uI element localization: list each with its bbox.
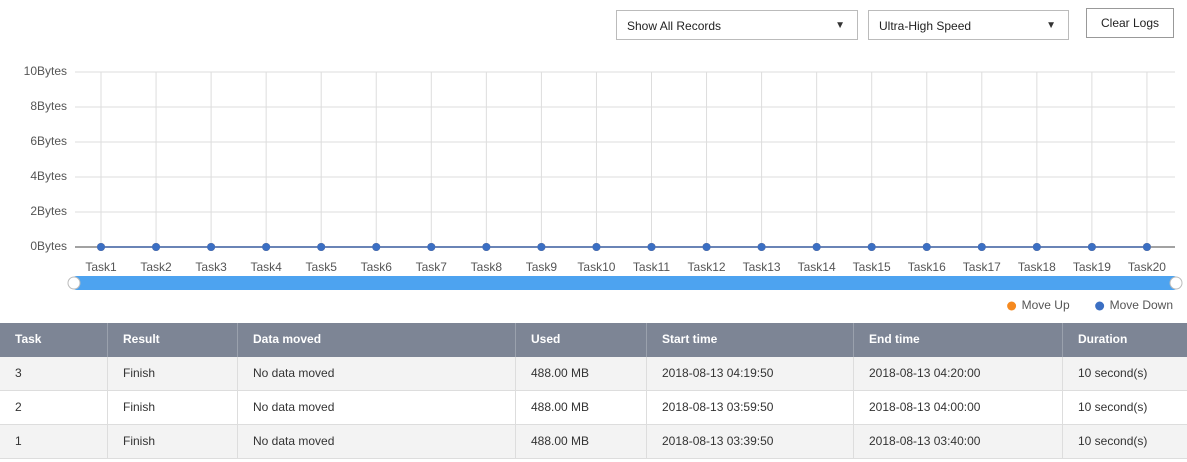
scroll-bar[interactable]: [70, 276, 1180, 290]
scroll-handle[interactable]: [67, 276, 81, 290]
filter-text: Show All Records: [627, 19, 722, 33]
filter-dropdown[interactable]: Show All Records ▼: [616, 10, 858, 40]
data-point: [977, 243, 986, 251]
data-point: [482, 243, 491, 251]
header-cell: Duration: [1062, 323, 1187, 357]
y-tick-label: 6Bytes: [30, 134, 67, 148]
x-tick-label: Task7: [416, 260, 448, 274]
table-row: 1 Finish No data moved 488.00 MB 2018-08-13 …: [0, 425, 1187, 459]
legend-label: Move Up: [1022, 298, 1070, 312]
data-point: [1087, 243, 1096, 251]
data-point: [317, 243, 326, 251]
table-header: Task Result Data moved Used Start time End ti…: [0, 323, 1187, 357]
table-cell: 10 second(s): [1062, 391, 1187, 424]
scroll-handle[interactable]: [1169, 276, 1183, 290]
table-cell: 2018-08-13 03:59:50: [646, 391, 853, 424]
x-tick-label: Task9: [526, 260, 558, 274]
x-tick-label: Task5: [306, 260, 338, 274]
table-row: 2 Finish No data moved 488.00 MB 2018-08-13 …: [0, 391, 1187, 425]
data-point: [647, 243, 656, 251]
data-point: [152, 243, 161, 251]
table-cell: 3: [15, 366, 22, 380]
table-cell: No data moved: [237, 391, 515, 424]
legend-label: Move Down: [1110, 298, 1173, 312]
data-point: [702, 243, 711, 251]
x-tick-label: Task13: [743, 260, 781, 274]
table-cell: 2018-08-13 04:00:00: [853, 391, 1062, 424]
table-cell: 2018-08-13 04:20:00: [853, 357, 1062, 390]
legend-marker: [1007, 301, 1017, 311]
header-cell: End time: [853, 323, 1062, 357]
table-cell: 488.00 MB: [515, 425, 646, 458]
table-cell: No data moved: [237, 357, 515, 390]
table-cell: Finish: [107, 357, 237, 390]
y-tick-label: 4Bytes: [30, 169, 67, 183]
x-tick-label: Task17: [963, 260, 1001, 274]
x-tick-label: Task20: [1128, 260, 1166, 274]
chart: 0Bytes 2Bytes 4Bytes 6Bytes 8Bytes 10Bytes Tas…: [24, 64, 1183, 312]
table-cell: 488.00 MB: [515, 357, 646, 390]
table-cell: 2018-08-13 03:40:00: [853, 425, 1062, 458]
data-point: [207, 243, 216, 251]
data-point: [757, 243, 766, 251]
clear-logs-button[interactable]: Clear Logs: [1086, 8, 1174, 38]
table-cell: No data moved: [237, 425, 515, 458]
x-tick-label: Task6: [361, 260, 393, 274]
speed-dropdown[interactable]: Ultra-High Speed ▼: [868, 10, 1069, 40]
x-tick-label: Task11: [633, 260, 670, 274]
table-cell: 1: [15, 434, 22, 448]
table-cell: 10 second(s): [1062, 425, 1187, 458]
y-tick-label: 2Bytes: [30, 204, 67, 218]
header-cell: Data moved: [237, 323, 515, 357]
x-tick-label: Task18: [1018, 260, 1056, 274]
header-cell: Task: [15, 332, 42, 346]
x-tick-label: Task10: [577, 260, 615, 274]
header-cell: Result: [107, 323, 237, 357]
table-cell: 2: [15, 400, 22, 414]
legend-marker: [1095, 301, 1105, 311]
records-table: Task Result Data moved Used Start time End ti…: [0, 323, 1187, 459]
y-tick-label: 10Bytes: [24, 64, 67, 78]
table-cell: Finish: [107, 425, 237, 458]
y-tick-label: 8Bytes: [30, 99, 67, 113]
data-point: [812, 243, 821, 251]
dropdown-arrow: ▼: [1046, 20, 1056, 31]
x-tick-label: Task16: [908, 260, 946, 274]
x-tick-label: Task8: [471, 260, 503, 274]
speed-text: Ultra-High Speed: [879, 19, 972, 33]
table-cell: 2018-08-13 03:39:50: [646, 425, 853, 458]
table-row: 3 Finish No data moved 488.00 MB 2018-08-13 …: [0, 357, 1187, 391]
x-tick-label: Task12: [688, 260, 726, 274]
x-tick-label: Task2: [140, 260, 172, 274]
table-cell: 488.00 MB: [515, 391, 646, 424]
x-tick-label: Task14: [798, 260, 836, 274]
data-point: [867, 243, 876, 251]
data-point: [1032, 243, 1041, 251]
dropdown-arrow: ▼: [835, 20, 845, 31]
x-tick-label: Task15: [853, 260, 891, 274]
data-point: [372, 243, 381, 251]
data-point: [922, 243, 931, 251]
y-tick-label: 0Bytes: [30, 239, 67, 253]
table-cell: Finish: [107, 391, 237, 424]
x-tick-label: Task4: [250, 260, 282, 274]
data-point: [427, 243, 436, 251]
x-tick-label: Task19: [1073, 260, 1111, 274]
data-point: [537, 243, 546, 251]
data-point: [97, 243, 105, 251]
header-cell: Start time: [646, 323, 853, 357]
table-cell: 2018-08-13 04:19:50: [646, 357, 853, 390]
data-point: [1142, 243, 1151, 251]
table-cell: 10 second(s): [1062, 357, 1187, 390]
x-tick-label: Task1: [85, 260, 117, 274]
header-cell: Used: [515, 323, 646, 357]
data-point: [592, 243, 601, 251]
data-point: [262, 243, 271, 251]
x-tick-label: Task3: [195, 260, 227, 274]
